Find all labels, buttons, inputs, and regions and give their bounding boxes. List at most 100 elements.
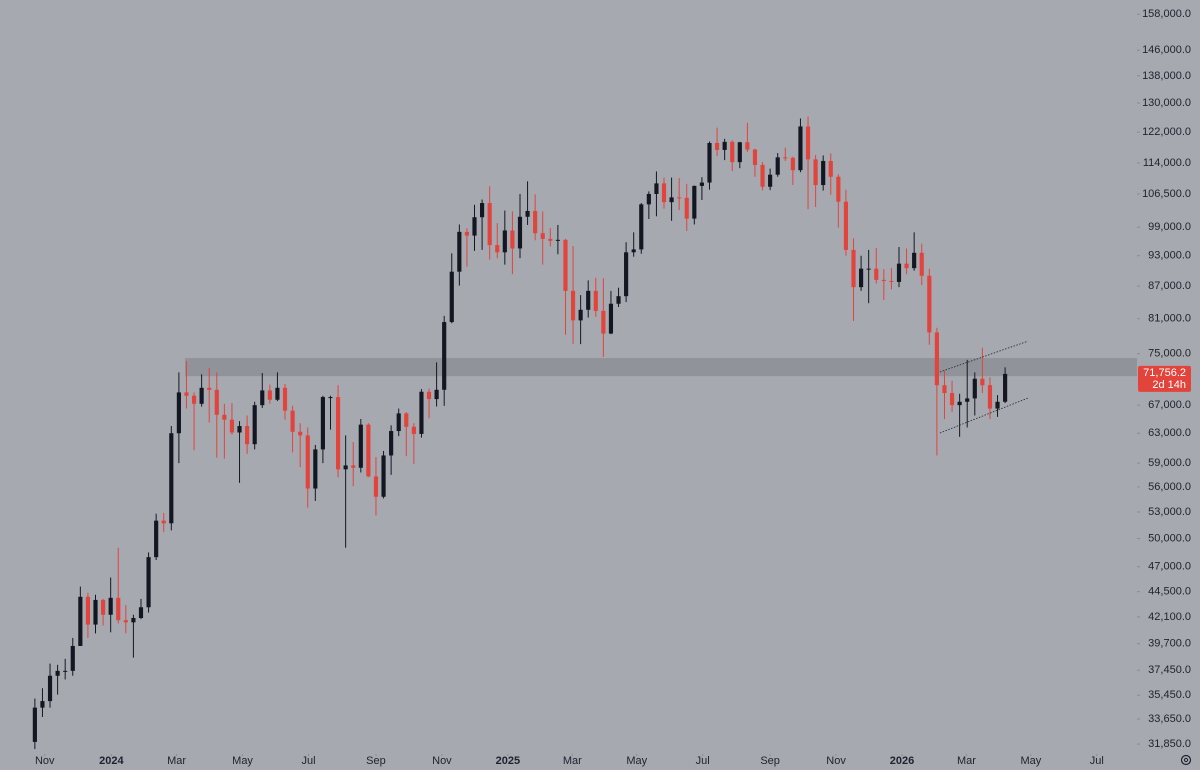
candle-body [47, 675, 53, 702]
y-tick-label: 63,000.0 [1148, 427, 1191, 439]
candle-body [965, 398, 970, 402]
y-tick-label: 99,000.0 [1148, 221, 1191, 233]
candle-body [927, 275, 932, 333]
settings-icon[interactable] [1180, 754, 1192, 766]
candle-body [464, 231, 470, 236]
candle-body [313, 449, 318, 489]
last-price-box [1138, 365, 1191, 392]
candle-body [70, 645, 75, 671]
candle-body [116, 597, 121, 621]
candle-body [85, 596, 91, 625]
candle-body [555, 239, 560, 241]
x-tick-label: 2025 [496, 755, 520, 767]
candle-body [949, 393, 955, 406]
candle-body [389, 431, 394, 456]
candle-body [570, 290, 576, 321]
candle-body [229, 419, 235, 433]
candle-body [601, 310, 606, 334]
y-tick-label: 44,500.0 [1148, 586, 1191, 598]
candle-body [987, 385, 993, 409]
x-tick-label: May [232, 755, 253, 767]
candle-body [1003, 373, 1008, 402]
candle-body [328, 397, 333, 399]
candle-body [305, 435, 310, 489]
candle-body [32, 707, 37, 742]
candle-body [525, 210, 530, 217]
candle-body [351, 465, 356, 468]
candle-body [737, 142, 742, 163]
candle-body [169, 433, 174, 524]
candle-body [373, 476, 379, 497]
candle-body [889, 280, 894, 282]
candle-body [411, 426, 416, 434]
candle-body [282, 387, 288, 411]
candle-body [199, 387, 204, 404]
y-tick-label: 33,650.0 [1148, 713, 1191, 725]
candle-body [790, 157, 795, 171]
candle-body [131, 617, 136, 623]
candle-body [426, 391, 432, 400]
candle-body [495, 245, 500, 253]
candle-body [108, 597, 113, 615]
candle-body [616, 296, 621, 304]
candle-body [752, 149, 758, 165]
last-price-label: 71,756.2 [1143, 367, 1186, 379]
y-tick-label: 106,500.0 [1142, 188, 1191, 200]
candle-body [881, 279, 886, 281]
x-tick-label: Jul [1090, 755, 1104, 767]
candle-body [161, 520, 166, 524]
candle-body [586, 290, 591, 310]
y-tick-label: 67,000.0 [1148, 399, 1191, 411]
candle-body [434, 389, 439, 400]
candle-body [821, 160, 826, 186]
candle-body [995, 401, 1000, 409]
candle-body [404, 413, 409, 427]
y-tick-label: 35,450.0 [1148, 689, 1191, 701]
x-tick-label: Mar [957, 755, 976, 767]
candle-body [646, 193, 651, 205]
candle-body [684, 197, 689, 219]
candle-body [798, 126, 803, 171]
candle-body [123, 620, 128, 623]
y-tick-label: 114,000.0 [1143, 157, 1191, 169]
candle-body [472, 217, 477, 236]
candle-body [502, 230, 507, 253]
candle-body [191, 395, 197, 404]
candle-body [146, 557, 151, 608]
candle-body [517, 216, 523, 249]
candle-body [699, 182, 704, 186]
y-tick-label: 56,000.0 [1148, 481, 1191, 493]
candle-body [813, 159, 818, 186]
candle-body [775, 157, 780, 175]
candle-body [267, 390, 272, 400]
y-tick-label: 37,450.0 [1148, 664, 1191, 676]
candle-body [335, 397, 341, 470]
candle-body [624, 252, 629, 297]
candle-body [934, 332, 939, 386]
candle-body [548, 238, 553, 241]
candle-body [487, 203, 492, 246]
y-tick-label: 81,000.0 [1148, 313, 1191, 325]
y-tick-label: 146,000.0 [1142, 44, 1191, 56]
x-tick-label: 2024 [99, 755, 124, 767]
candle-body [730, 141, 735, 163]
x-tick-label: 2026 [890, 755, 914, 767]
candle-body [608, 303, 614, 334]
candle-body [677, 197, 682, 199]
x-tick-label: Sep [760, 755, 780, 767]
candle-body [722, 141, 727, 150]
candle-body [851, 249, 856, 288]
x-tick-label: Jul [696, 755, 710, 767]
candle-body [449, 271, 454, 323]
y-tick-label: 122,000.0 [1142, 126, 1191, 138]
candle-body [760, 164, 765, 187]
candle-body [480, 203, 485, 218]
candle-body [563, 239, 568, 291]
candle-body [896, 263, 902, 282]
candle-body [358, 424, 363, 468]
candle-body [78, 596, 83, 646]
y-tick-label: 87,000.0 [1148, 280, 1191, 292]
candle-body [836, 176, 841, 202]
candle-body [661, 183, 667, 203]
